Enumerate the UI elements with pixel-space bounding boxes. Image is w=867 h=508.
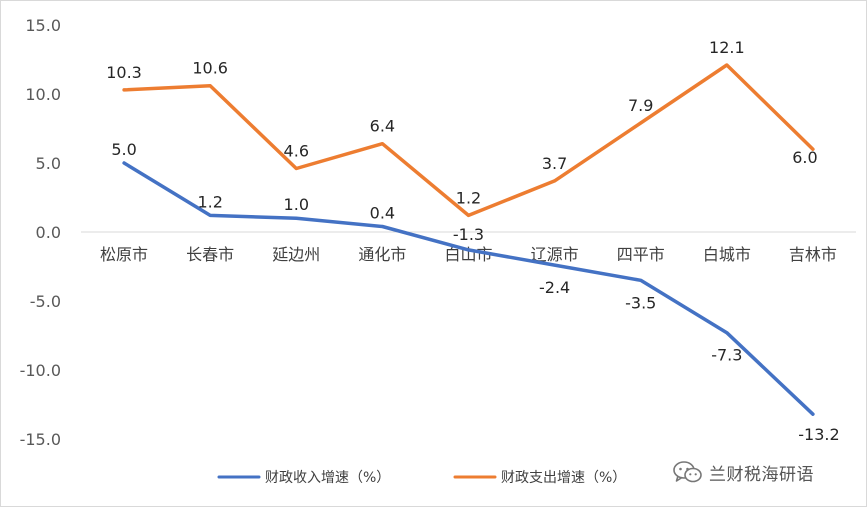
y-tick-label: 5.0 [36,154,61,173]
x-category-label: 四平市 [617,245,665,264]
x-category-label: 白山市 [444,245,492,264]
x-category-label: 通化市 [358,245,406,264]
expenditure-data-label: 10.3 [106,63,142,82]
y-tick-label: -10.0 [20,361,61,380]
revenue-data-label: -13.2 [798,425,839,444]
data-labels: 5.0 1.2 1.0 0.4 -1.3 -2.4 -3.5 -7.3 -13.2 10.3 10.… [106,38,839,444]
watermark-text: 兰财税海研语 [709,464,814,485]
legend-label-expenditure: 财政支出增速（%） [501,470,626,486]
revenue-data-label: -7.3 [711,346,742,365]
revenue-data-label: 0.4 [370,203,395,222]
y-tick-label: -15.0 [20,430,61,449]
y-axis-tick-labels: 15.0 10.0 5.0 0.0 -5.0 -10.0 -15.0 [20,16,61,449]
legend: 财政收入增速（%） 财政支出增速（%） [217,470,626,486]
revenue-data-label: 1.0 [284,195,309,214]
expenditure-data-label: 3.7 [542,154,567,173]
revenue-data-label: -2.4 [539,278,570,297]
revenue-data-label: 1.2 [197,192,222,211]
series-lines [122,63,815,416]
legend-label-revenue: 财政收入增速（%） [265,470,390,486]
expenditure-growth-line [122,63,815,218]
expenditure-data-label: 12.1 [709,38,745,57]
expenditure-data-label: 4.6 [284,142,309,161]
x-axis-category-labels: 松原市 长春市 延边州 通化市 白山市 辽源市 四平市 白城市 吉林市 [100,245,837,264]
x-category-label: 延边州 [272,245,320,264]
wechat-icon [673,461,702,483]
expenditure-data-label: 6.0 [792,148,817,167]
revenue-data-label: -1.3 [453,225,484,244]
legend-item-expenditure: 财政支出增速（%） [453,470,626,486]
revenue-data-label: -3.5 [625,293,656,312]
x-category-label: 长春市 [186,245,234,264]
y-tick-label: 0.0 [36,223,61,242]
watermark: 兰财税海研语 [673,459,814,485]
y-tick-label: 15.0 [25,16,61,35]
expenditure-data-label: 1.2 [456,188,481,207]
expenditure-data-label: 10.6 [192,59,228,78]
x-category-label: 吉林市 [789,245,837,264]
y-tick-label: 10.0 [25,85,61,104]
revenue-data-label: 5.0 [111,140,136,159]
x-category-label: 白城市 [703,245,751,264]
expenditure-data-label: 6.4 [370,117,395,136]
revenue-growth-line [122,161,815,416]
legend-item-revenue: 财政收入增速（%） [217,470,390,486]
x-category-label: 辽源市 [531,245,579,264]
y-tick-label: -5.0 [30,292,61,311]
expenditure-data-label: 7.9 [628,96,653,115]
x-category-label: 松原市 [100,245,148,264]
